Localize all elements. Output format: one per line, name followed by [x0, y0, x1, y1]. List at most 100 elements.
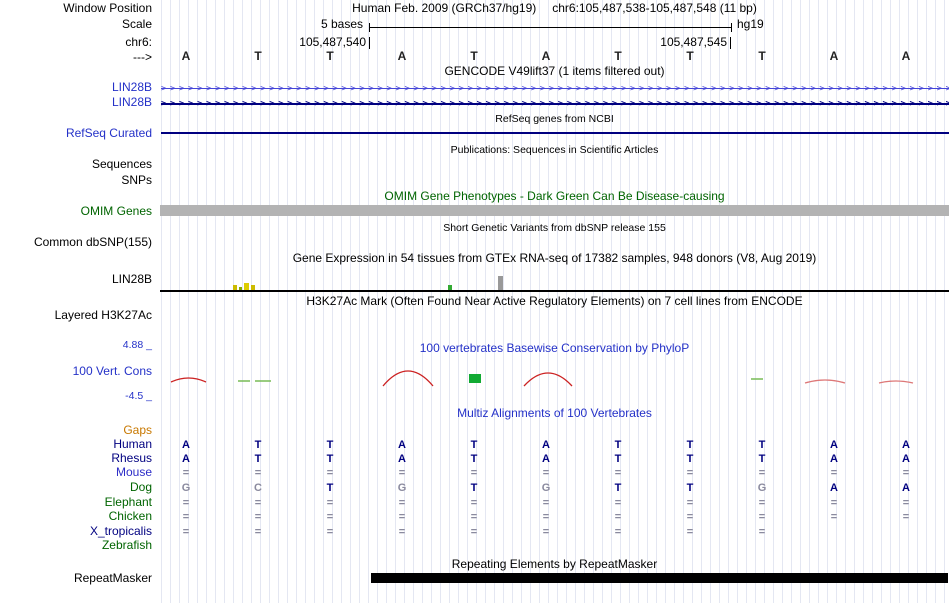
gene-label-lin28b-2[interactable]: LIN28B	[111, 95, 152, 109]
track-label-gtex-lin28b[interactable]: LIN28B	[111, 272, 152, 286]
base-letter: A	[901, 49, 911, 63]
window-position-line: Human Feb. 2009 (GRCh37/hg19) chr6:105,48…	[160, 2, 949, 15]
alignment-base: =	[398, 511, 406, 523]
assembly-text: Human Feb. 2009 (GRCh37/hg19)	[352, 1, 537, 15]
alignment-base: =	[470, 497, 478, 509]
conservation-scale-min: -4.5 _	[125, 390, 152, 402]
base-letter: A	[541, 49, 551, 63]
alignment-base: T	[326, 482, 334, 494]
scale-value: 5 bases	[320, 17, 363, 31]
alignment-base: =	[182, 526, 190, 538]
omim-track-title: OMIM Gene Phenotypes - Dark Green Can Be…	[384, 189, 725, 203]
gtex-expression-bar	[448, 285, 452, 290]
alignment-base: =	[326, 497, 334, 509]
species-label-gaps: Gaps	[123, 423, 152, 437]
alignment-base: T	[758, 439, 766, 451]
base-position-gridlines	[161, 0, 949, 603]
alignment-base: =	[542, 467, 550, 479]
species-label-human: Human	[113, 437, 152, 451]
gtex-expression-bar	[251, 285, 255, 290]
alignment-base: =	[830, 511, 838, 523]
alignment-base: =	[254, 511, 262, 523]
alignment-base: =	[686, 497, 694, 509]
alignment-base: =	[326, 467, 334, 479]
species-label-mouse: Mouse	[115, 465, 152, 479]
alignment-base: A	[830, 439, 838, 451]
alignment-base: T	[614, 439, 622, 451]
alignment-base: =	[326, 511, 334, 523]
chrom-label: chr6:	[125, 35, 152, 49]
alignment-base: =	[902, 467, 910, 479]
transcript-line-body	[161, 88, 949, 89]
alignment-base: =	[686, 467, 694, 479]
alignment-base: =	[614, 526, 622, 538]
alignment-base: A	[182, 453, 190, 465]
alignment-base: =	[470, 526, 478, 538]
alignment-base: T	[758, 453, 766, 465]
assembly-short: hg19	[737, 17, 764, 31]
alignment-base: =	[398, 526, 406, 538]
track-label-omim-genes[interactable]: OMIM Genes	[80, 204, 152, 218]
repeat-element-bar[interactable]	[371, 573, 948, 583]
alignment-base: A	[542, 453, 550, 465]
transcript-line-body	[161, 103, 949, 105]
track-label-repeatmasker[interactable]: RepeatMasker	[73, 571, 152, 585]
ruler-tick-left	[369, 37, 370, 49]
species-label-x_tropicalis: X_tropicalis	[89, 524, 152, 538]
alignment-base: A	[902, 482, 910, 494]
alignment-base: =	[326, 526, 334, 538]
window-position-label: Window Position	[63, 1, 152, 15]
alignment-base: T	[254, 453, 262, 465]
alignment-base: T	[470, 453, 478, 465]
base-letter: A	[829, 49, 839, 63]
ruler-tick-right	[730, 37, 731, 49]
base-letter: T	[686, 49, 694, 63]
track-label-common-dbsnp[interactable]: Common dbSNP(155)	[33, 235, 152, 249]
base-letter: T	[470, 49, 478, 63]
alignment-base: =	[470, 511, 478, 523]
refseq-track-title: RefSeq genes from NCBI	[495, 113, 614, 125]
species-label-chicken: Chicken	[108, 509, 152, 523]
alignment-base: A	[902, 439, 910, 451]
alignment-base: =	[902, 511, 910, 523]
gtex-track-title: Gene Expression in 54 tissues from GTEx …	[292, 251, 817, 265]
alignment-base: T	[254, 439, 262, 451]
alignment-base: A	[398, 453, 406, 465]
base-letter: T	[614, 49, 622, 63]
track-label-100-vert-cons[interactable]: 100 Vert. Cons	[72, 364, 152, 378]
track-label-snps[interactable]: SNPs	[121, 173, 152, 187]
species-label-zebrafish: Zebrafish	[101, 538, 152, 552]
species-label-dog: Dog	[129, 480, 152, 494]
alignment-base: G	[541, 482, 551, 494]
alignment-base: A	[902, 453, 910, 465]
gencode-transcript-line[interactable]: >>>>>>>>>>>>>>>>>>>>>>>>>>>>>>>>>>>>>>>>…	[161, 84, 949, 94]
alignment-base: G	[181, 482, 191, 494]
ruler-coord-left: 105,487,540	[299, 35, 366, 49]
refseq-gene-line[interactable]	[161, 132, 949, 134]
transcript-direction-arrows: >>>>>>>>>>>>>>>>>>>>>>>>>>>>>>>>>>>>>>>>…	[161, 99, 949, 109]
alignment-base: =	[182, 497, 190, 509]
alignment-base: T	[470, 482, 478, 494]
alignment-base: =	[614, 467, 622, 479]
multiz-track-title: Multiz Alignments of 100 Vertebrates	[457, 406, 652, 420]
track-label-layered-h3k27ac[interactable]: Layered H3K27Ac	[54, 308, 152, 322]
omim-gene-bar[interactable]	[160, 205, 949, 216]
species-label-elephant: Elephant	[104, 495, 152, 509]
alignment-base: T	[326, 453, 334, 465]
gencode-transcript-line[interactable]: >>>>>>>>>>>>>>>>>>>>>>>>>>>>>>>>>>>>>>>>…	[161, 99, 949, 109]
dbsnp-track-title: Short Genetic Variants from dbSNP releas…	[443, 222, 666, 234]
alignment-base: A	[398, 439, 406, 451]
alignment-base: =	[758, 511, 766, 523]
alignment-base: =	[254, 467, 262, 479]
alignment-base: =	[542, 497, 550, 509]
track-label-refseq-curated[interactable]: RefSeq Curated	[65, 126, 152, 140]
track-label-sequences[interactable]: Sequences	[91, 157, 152, 171]
transcript-direction-arrows: >>>>>>>>>>>>>>>>>>>>>>>>>>>>>>>>>>>>>>>>…	[161, 84, 949, 94]
alignment-base: T	[686, 453, 694, 465]
base-letter: T	[758, 49, 766, 63]
alignment-base: =	[758, 497, 766, 509]
gtex-baseline	[160, 290, 949, 292]
alignment-base: =	[542, 526, 550, 538]
gene-label-lin28b-1[interactable]: LIN28B	[111, 80, 152, 94]
